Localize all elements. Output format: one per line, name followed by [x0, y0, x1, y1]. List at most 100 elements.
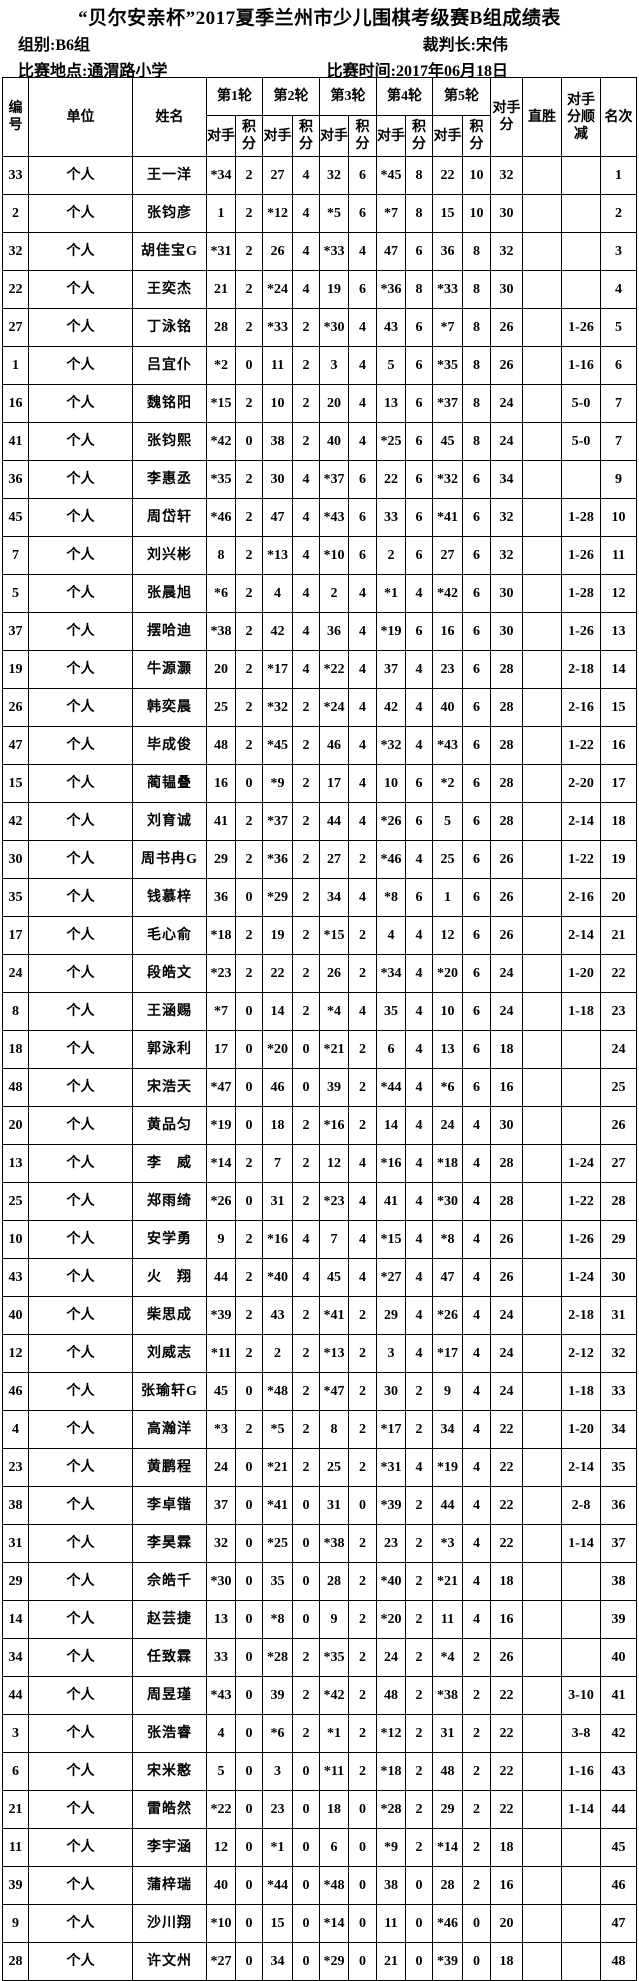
cell-tiebreak: 1-16	[561, 1752, 601, 1791]
cell-rank: 28	[600, 1182, 637, 1221]
cell-round2-score: 0	[292, 1942, 320, 1981]
cell-unit: 个人	[28, 802, 133, 841]
cell-round2-score: 2	[292, 1638, 320, 1677]
cell-round3-score: 6	[348, 498, 377, 537]
cell-name: 蔺韫叠	[132, 764, 207, 803]
cell-round5-score: 6	[462, 536, 491, 575]
cell-round3-score: 4	[348, 612, 377, 651]
cell-round3-opponent: *14	[319, 1904, 349, 1943]
cell-round4-score: 4	[405, 688, 433, 727]
cell-round2-score: 2	[292, 1410, 320, 1449]
cell-direct-win	[522, 1676, 562, 1715]
cell-direct-win	[522, 1182, 562, 1221]
cell-round1-score: 0	[235, 1562, 263, 1601]
cell-rank: 31	[600, 1296, 637, 1335]
cell-round3-score: 6	[348, 270, 377, 309]
cell-round2-score: 0	[292, 1486, 320, 1525]
cell-round2-opponent: 10	[262, 384, 293, 423]
cell-name: 毕成俊	[132, 726, 207, 765]
cell-round1-opponent: 48	[206, 726, 236, 765]
cell-round1-score: 2	[235, 156, 263, 195]
cell-round1-opponent: 29	[206, 840, 236, 879]
cell-round5-score: 6	[462, 764, 491, 803]
table-row: 31 个人 李昊霖 32 0 *25 0 *38 2 23 2 *3 4 22 1-14 37	[2, 1524, 637, 1563]
cell-round4-opponent: 47	[376, 232, 406, 271]
cell-round3-score: 2	[348, 1676, 377, 1715]
col-header-opponents-score: 对手分	[490, 77, 523, 157]
cell-round3-opponent: *37	[319, 460, 349, 499]
cell-rank: 26	[600, 1106, 637, 1145]
cell-round1-score: 2	[235, 1220, 263, 1259]
table-row: 48 个人 宋浩天 *47 0 46 0 39 2 *44 4 *6 6 16 25	[2, 1068, 637, 1107]
cell-round1-opponent: 25	[206, 688, 236, 727]
cell-rank: 22	[600, 954, 637, 993]
cell-unit: 个人	[28, 954, 133, 993]
cell-tiebreak: 2-12	[561, 1334, 601, 1373]
cell-round5-score: 6	[462, 992, 491, 1031]
cell-round1-score: 2	[235, 916, 263, 955]
table-row: 6 个人 宋米憨 5 0 3 0 *11 2 *18 2 48 2 22 1-16 43	[2, 1752, 637, 1791]
cell-rank: 41	[600, 1676, 637, 1715]
cell-name: 沙川翔	[132, 1904, 207, 1943]
cell-round5-opponent: *4	[432, 1638, 463, 1677]
cell-unit: 个人	[28, 1828, 133, 1867]
cell-direct-win	[522, 1030, 562, 1069]
cell-tiebreak: 1-18	[561, 992, 601, 1031]
cell-opponents-score: 16	[490, 1866, 523, 1905]
cell-round1-opponent: *6	[206, 574, 236, 613]
cell-name: 李 威	[132, 1144, 207, 1183]
cell-round4-opponent: 22	[376, 460, 406, 499]
cell-round1-score: 2	[235, 1258, 263, 1297]
cell-round3-opponent: 39	[319, 1068, 349, 1107]
cell-round5-opponent: 15	[432, 194, 463, 233]
cell-name: 刘育诚	[132, 802, 207, 841]
cell-round2-score: 2	[292, 1144, 320, 1183]
cell-round5-score: 8	[462, 308, 491, 347]
cell-rank: 23	[600, 992, 637, 1031]
table-row: 1 个人 吕宜仆 *2 0 11 2 3 4 5 6 *35 8 26 1-16 6	[2, 346, 637, 385]
cell-unit: 个人	[28, 1410, 133, 1449]
cell-round4-opponent: *15	[376, 1220, 406, 1259]
cell-round3-score: 0	[348, 1942, 377, 1981]
cell-unit: 个人	[28, 270, 133, 309]
cell-direct-win	[522, 1448, 562, 1487]
cell-round4-opponent: *18	[376, 1752, 406, 1791]
cell-opponents-score: 30	[490, 194, 523, 233]
cell-round5-score: 4	[462, 1296, 491, 1335]
cell-round1-opponent: *46	[206, 498, 236, 537]
cell-round5-score: 4	[462, 1144, 491, 1183]
cell-round1-score: 0	[235, 1790, 263, 1829]
cell-round5-score: 10	[462, 194, 491, 233]
cell-id: 24	[2, 954, 29, 993]
cell-round1-score: 0	[235, 1486, 263, 1525]
cell-unit: 个人	[28, 346, 133, 385]
cell-round4-score: 4	[405, 1448, 433, 1487]
cell-opponents-score: 34	[490, 460, 523, 499]
cell-id: 12	[2, 1334, 29, 1373]
table-header-row-1: 编号 单位 姓名 第1轮 第2轮 第3轮 第4轮 第5轮 对手分 直胜 对手分顺…	[2, 77, 637, 157]
cell-round4-opponent: 33	[376, 498, 406, 537]
cell-name: 李昊霖	[132, 1524, 207, 1563]
cell-round2-opponent: *1	[262, 1828, 293, 1867]
cell-round3-opponent: *1	[319, 1714, 349, 1753]
cell-round3-opponent: 17	[319, 764, 349, 803]
cell-round5-score: 6	[462, 1030, 491, 1069]
cell-direct-win	[522, 1258, 562, 1297]
cell-round3-opponent: *10	[319, 536, 349, 575]
table-row: 5 个人 张晨旭 *6 2 4 4 2 4 *1 4 *42 6 30 1-28 12	[2, 574, 637, 613]
cell-round1-score: 0	[235, 422, 263, 461]
cell-tiebreak: 1-26	[561, 612, 601, 651]
cell-round4-opponent: *17	[376, 1410, 406, 1449]
cell-round2-opponent: 22	[262, 954, 293, 993]
cell-opponents-score: 20	[490, 1904, 523, 1943]
cell-round1-score: 0	[235, 878, 263, 917]
cell-round1-opponent: *30	[206, 1562, 236, 1601]
cell-id: 22	[2, 270, 29, 309]
cell-round1-score: 2	[235, 460, 263, 499]
cell-opponents-score: 18	[490, 1942, 523, 1981]
cell-unit: 个人	[28, 1106, 133, 1145]
cell-round4-opponent: 3	[376, 1334, 406, 1373]
cell-name: 蒲梓瑞	[132, 1866, 207, 1905]
col-header-name: 姓名	[132, 77, 207, 157]
cell-round3-opponent: 44	[319, 802, 349, 841]
